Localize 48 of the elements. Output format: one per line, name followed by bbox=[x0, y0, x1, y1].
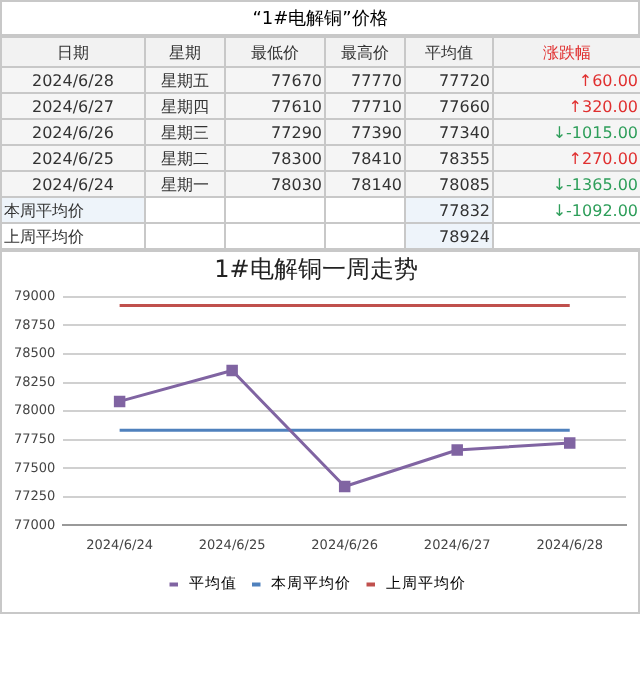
text: “1#电解铜”价格 bbox=[0, 0, 640, 36]
text: ↑320.00 bbox=[493, 93, 640, 119]
point bbox=[563, 437, 576, 449]
text: 上周平均价 bbox=[1, 223, 145, 249]
text: 78924 bbox=[405, 223, 493, 249]
text: 2024/6/28 bbox=[1, 67, 145, 93]
text: 星期三 bbox=[145, 119, 225, 145]
text: 78355 bbox=[405, 145, 493, 171]
text: 78140 bbox=[325, 171, 405, 197]
text: 2024/6/25 bbox=[1, 145, 145, 171]
text: 78030 bbox=[225, 171, 325, 197]
text: ↓-1092.00 bbox=[493, 197, 640, 223]
text: 平均值 bbox=[405, 37, 493, 67]
text: ↓-1015.00 bbox=[493, 119, 640, 145]
point bbox=[226, 364, 238, 377]
text: 星期五 bbox=[145, 67, 225, 93]
point bbox=[338, 480, 351, 493]
text: ↑60.00 bbox=[493, 67, 640, 93]
text: 77340 bbox=[405, 119, 493, 145]
text: 77290 bbox=[225, 119, 325, 145]
chart-title: 1#电解铜一周走势 bbox=[214, 254, 418, 283]
text: 本周平均价 bbox=[1, 197, 145, 223]
text: 日期 bbox=[1, 37, 145, 67]
text: 星期二 bbox=[145, 145, 225, 171]
text: 77670 bbox=[225, 67, 325, 93]
text: ↑270.00 bbox=[493, 145, 640, 171]
text: 最低价 bbox=[225, 37, 325, 67]
text: 77710 bbox=[325, 93, 405, 119]
text: 星期一 bbox=[145, 171, 225, 197]
point bbox=[451, 444, 463, 456]
text: 星期 bbox=[145, 37, 225, 67]
text: 77660 bbox=[405, 93, 493, 119]
text: 涨跌幅 bbox=[493, 37, 640, 67]
text: 77720 bbox=[405, 67, 493, 93]
text: 2024/6/24 bbox=[1, 171, 145, 197]
text: 78300 bbox=[225, 145, 325, 171]
text: ↓-1365.00 bbox=[493, 171, 640, 197]
text: 78085 bbox=[405, 171, 493, 197]
text: 2024/6/26 bbox=[1, 119, 145, 145]
text: 77770 bbox=[325, 67, 405, 93]
point bbox=[113, 395, 126, 408]
text: 77832 bbox=[405, 197, 493, 223]
text: 77610 bbox=[225, 93, 325, 119]
text: 77390 bbox=[325, 119, 405, 145]
text: 2024/6/27 bbox=[1, 93, 145, 119]
text: 星期四 bbox=[145, 93, 225, 119]
text: 78410 bbox=[325, 145, 405, 171]
text: 最高价 bbox=[325, 37, 405, 67]
